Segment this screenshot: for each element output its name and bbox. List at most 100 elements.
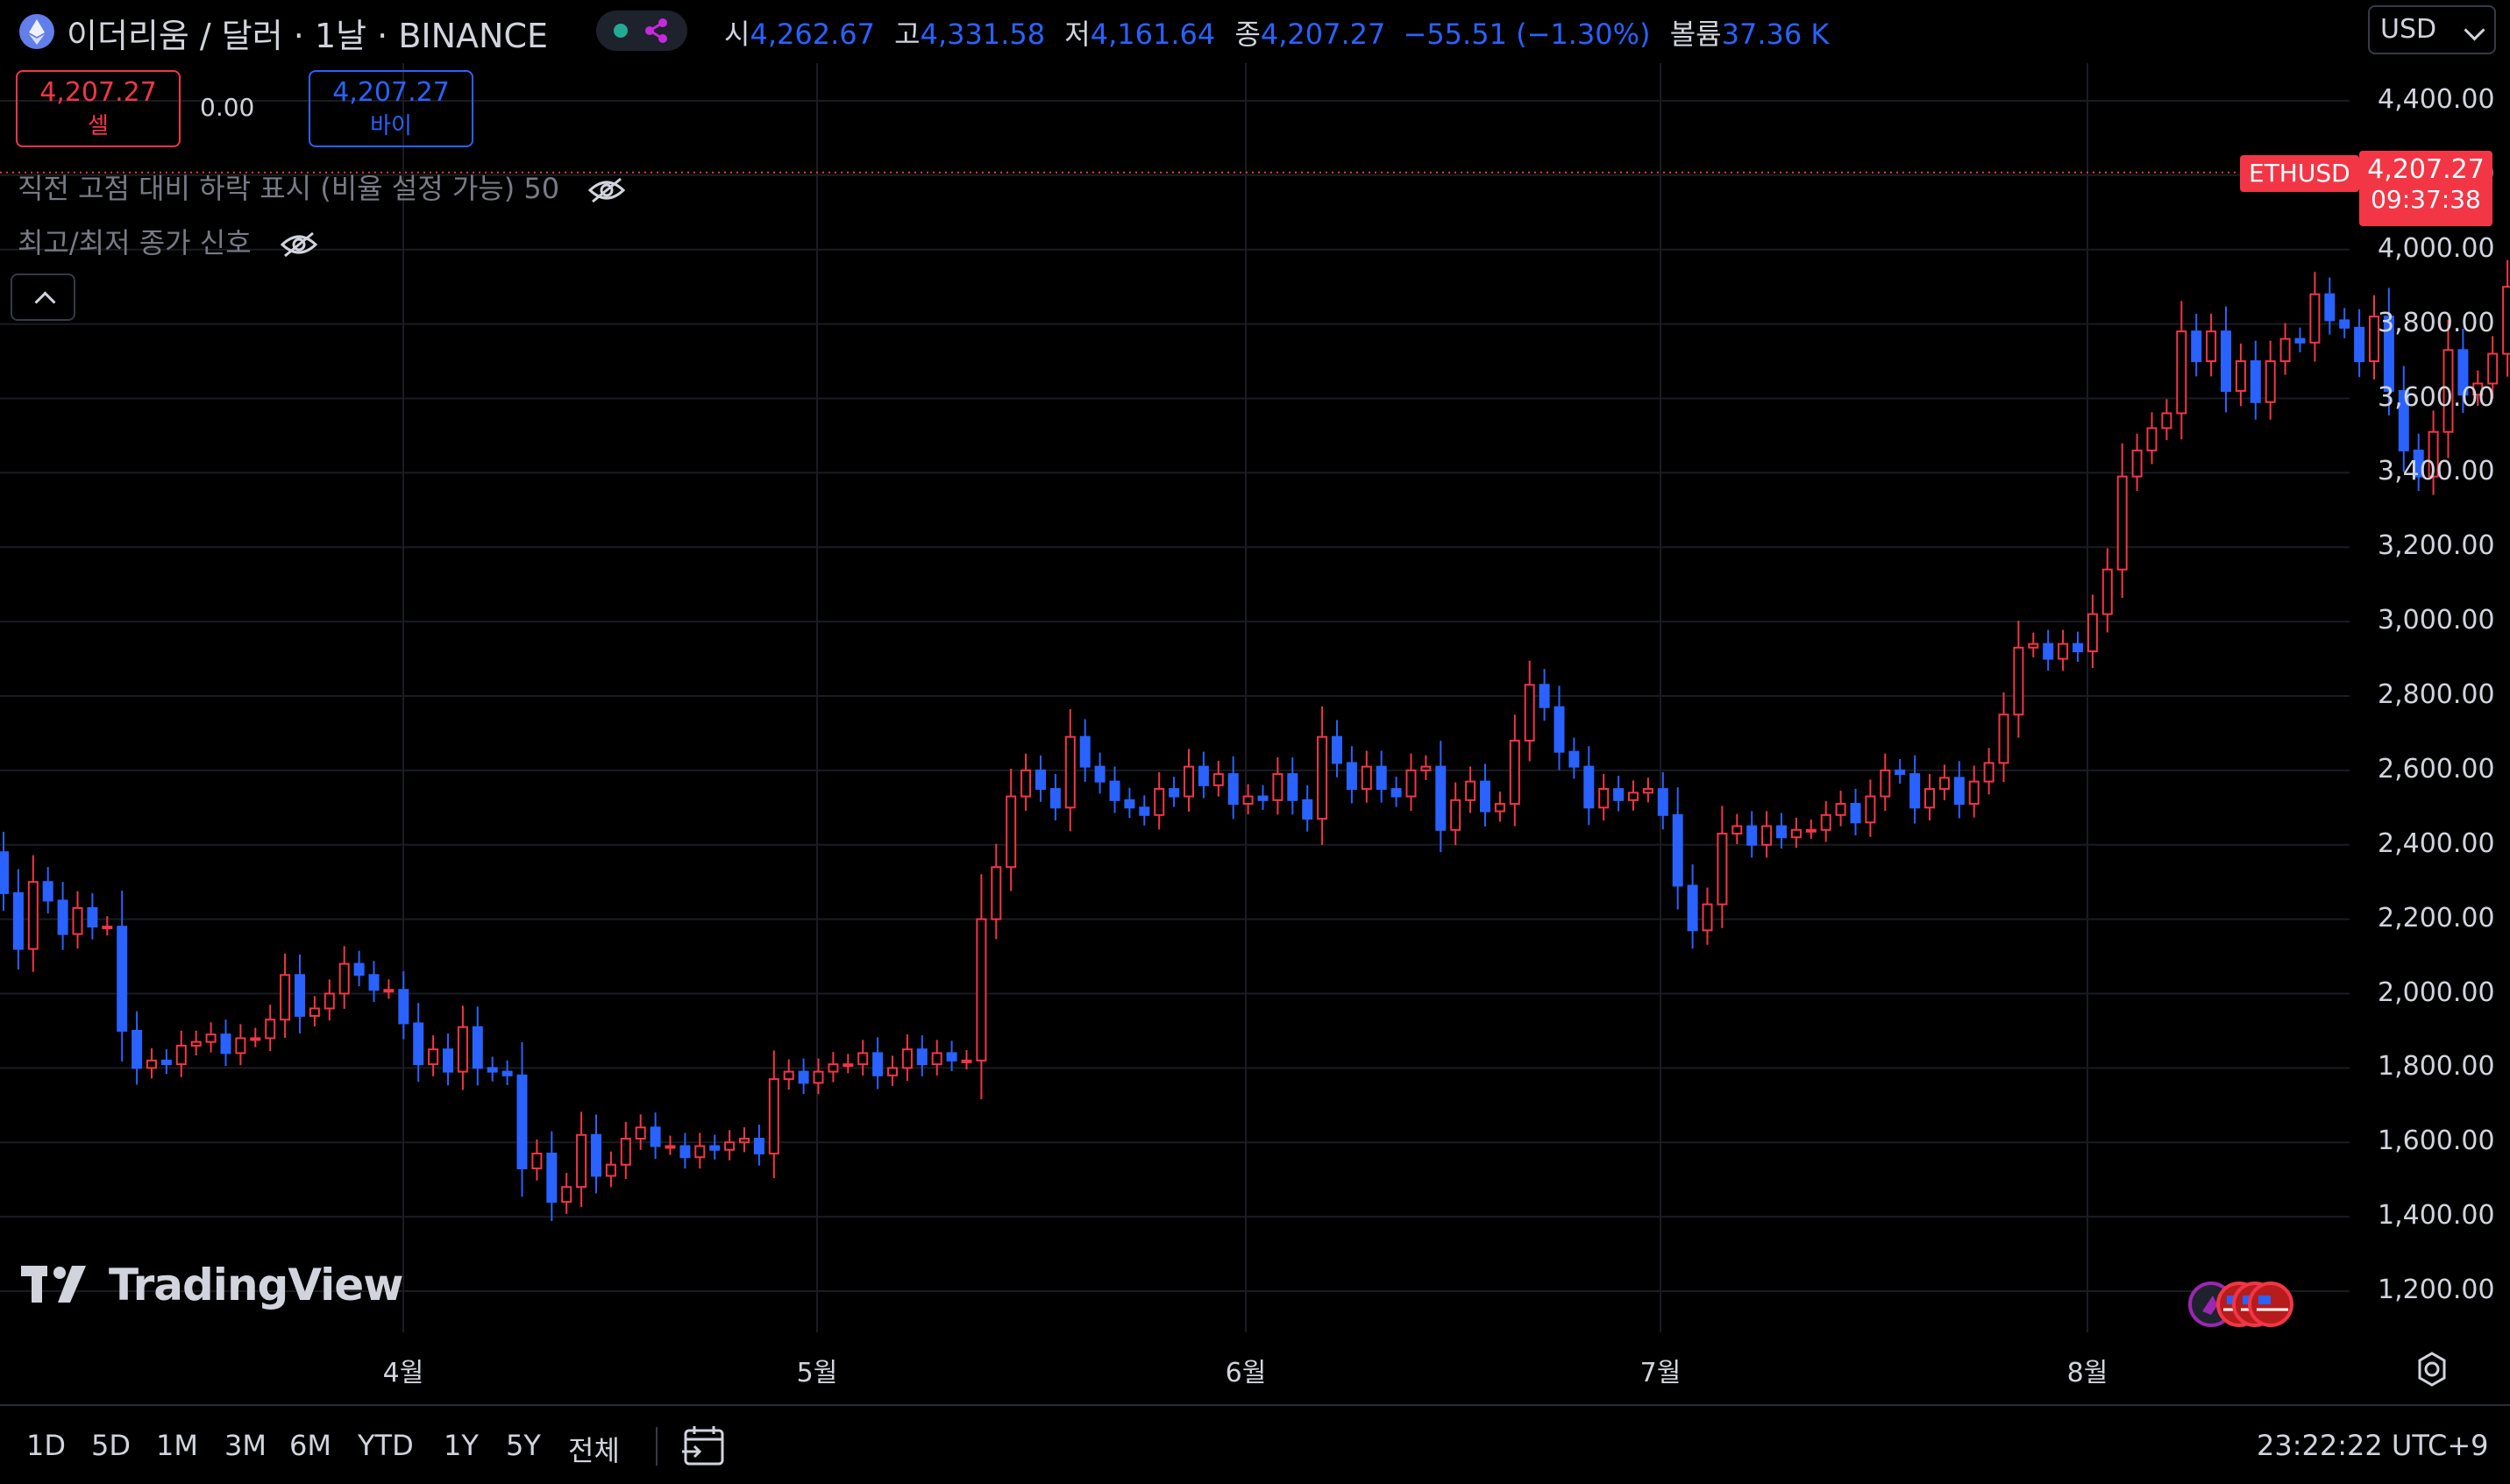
candle-body xyxy=(1776,825,1787,839)
share-icon xyxy=(645,18,667,43)
candle-body xyxy=(694,1145,706,1159)
candle-body xyxy=(1613,788,1625,801)
candle xyxy=(1212,761,1224,797)
candle-body xyxy=(1717,833,1728,905)
candle xyxy=(12,869,24,970)
candle xyxy=(324,979,335,1021)
economic-events-icons[interactable] xyxy=(2186,1280,2309,1329)
candle-body xyxy=(353,962,365,976)
tradingview-logo-icon xyxy=(21,1266,86,1303)
candle xyxy=(724,1130,736,1161)
buy-button[interactable]: 4,207.27 바이 xyxy=(309,70,473,147)
candle-body xyxy=(235,1037,246,1054)
chart-settings-gear-icon[interactable] xyxy=(2414,1352,2450,1387)
timeframe-button-3m[interactable]: 3M xyxy=(224,1429,267,1462)
indicator-high-low-signal[interactable]: 최고/최저 종가 신호 xyxy=(18,221,318,261)
candle xyxy=(250,1027,261,1047)
ethereum-icon xyxy=(19,14,54,49)
candle-body xyxy=(1953,777,1965,806)
candle-body xyxy=(2502,286,2510,355)
candle-body xyxy=(1064,735,1076,809)
candle-body xyxy=(27,881,39,950)
candle-body xyxy=(1272,773,1283,801)
candle xyxy=(1865,779,1876,837)
candle xyxy=(1598,774,1610,820)
candle xyxy=(72,891,83,949)
high-value: 4,331.58 xyxy=(920,18,1046,51)
eye-off-icon[interactable] xyxy=(587,177,626,203)
candle-body xyxy=(428,1048,439,1066)
candle xyxy=(1094,752,1106,794)
candle xyxy=(1465,766,1476,813)
candle-body xyxy=(591,1133,601,1177)
candle xyxy=(457,1005,468,1090)
candle xyxy=(2058,629,2069,671)
timeframe-button-1y[interactable]: 1Y xyxy=(444,1429,479,1462)
timeframe-button-5y[interactable]: 5Y xyxy=(506,1429,541,1462)
market-status-pill[interactable] xyxy=(596,11,687,51)
candle-body xyxy=(2221,330,2231,393)
go-to-date-calendar-icon[interactable] xyxy=(680,1424,728,1469)
time-tick-label: 4월 xyxy=(382,1358,424,1388)
candle-body xyxy=(2279,337,2291,363)
candle-body xyxy=(2398,390,2409,451)
currency-select[interactable]: USD xyxy=(2368,5,2496,54)
candle xyxy=(1953,761,1965,819)
price-tick-label: 2,400.00 xyxy=(2378,827,2495,859)
candle xyxy=(591,1114,601,1194)
candle-body xyxy=(1006,795,1017,869)
candle-body xyxy=(620,1138,631,1166)
candle-body xyxy=(220,1033,231,1054)
candle-body xyxy=(1865,795,1876,824)
eye-off-icon[interactable] xyxy=(280,231,318,258)
candle-body xyxy=(1317,735,1328,820)
clock-timezone[interactable]: 23:22:22 UTC+9 xyxy=(2257,1429,2489,1462)
candle xyxy=(783,1059,794,1090)
candle xyxy=(768,1050,779,1178)
candle-body xyxy=(2058,643,2069,660)
candle-body xyxy=(961,1059,972,1063)
candle xyxy=(694,1133,706,1169)
candle xyxy=(501,1060,513,1085)
price-chart[interactable] xyxy=(0,0,2510,1404)
candle xyxy=(887,1055,898,1086)
candle-body xyxy=(2131,449,2143,478)
timeframe-button-1d[interactable]: 1D xyxy=(26,1429,66,1462)
collapse-indicators-button[interactable] xyxy=(11,273,75,321)
candle-body xyxy=(472,1026,483,1069)
candle xyxy=(2279,323,2291,375)
candle-body xyxy=(1169,788,1180,798)
candle xyxy=(843,1054,854,1074)
candle-body xyxy=(1731,825,1743,835)
tradingview-logo[interactable]: TradingView xyxy=(21,1259,403,1311)
candle xyxy=(576,1111,587,1207)
candle xyxy=(2146,412,2158,465)
candle xyxy=(2221,306,2231,413)
symbol-title[interactable]: 이더리움 / 달러 · 1날 · BINANCE xyxy=(67,17,548,55)
candle-body xyxy=(1435,765,1447,831)
bottom-toolbar: 1D 5D 1M 3M 6M YTD 1Y 5Y 전체 23:22:22 UTC+9 xyxy=(0,1404,2510,1484)
candle xyxy=(1035,755,1046,802)
sell-button[interactable]: 4,207.27 셀 xyxy=(16,70,181,147)
timeframe-button-5d[interactable]: 5D xyxy=(91,1429,131,1462)
timeframe-button-전체[interactable]: 전체 xyxy=(568,1434,620,1467)
candle xyxy=(1390,777,1402,807)
candle-body xyxy=(976,918,987,1062)
toolbar-divider xyxy=(656,1427,658,1466)
candle-body xyxy=(2383,316,2394,393)
candle xyxy=(1983,748,1994,795)
candle-body xyxy=(2487,352,2499,385)
candle-body xyxy=(383,989,395,993)
candle-body xyxy=(1346,762,1357,791)
candle xyxy=(383,979,395,999)
candle-body xyxy=(1494,803,1505,813)
indicator-drawdown[interactable]: 직전 고점 대비 하락 표시 (비율 설정 가능) 50 xyxy=(18,167,626,207)
candle xyxy=(828,1052,839,1083)
candle xyxy=(709,1134,721,1160)
timeframe-button-1m[interactable]: 1M xyxy=(156,1429,198,1462)
candle-body xyxy=(1465,780,1476,801)
candle-body xyxy=(87,906,98,928)
candle xyxy=(916,1035,928,1076)
timeframe-button-ytd[interactable]: YTD xyxy=(358,1429,414,1462)
timeframe-button-6m[interactable]: 6M xyxy=(289,1429,331,1462)
